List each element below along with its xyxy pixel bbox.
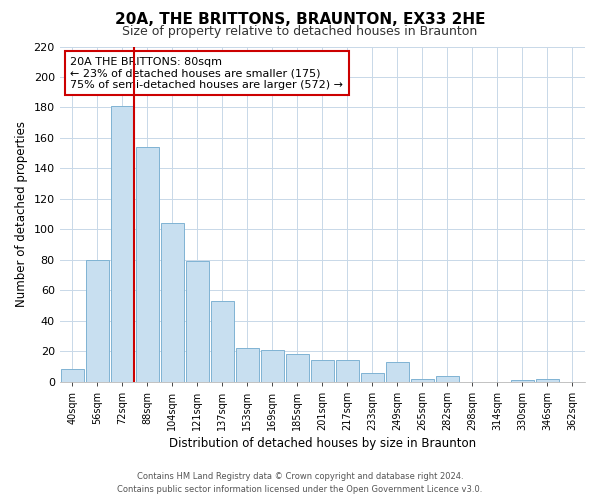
Y-axis label: Number of detached properties: Number of detached properties xyxy=(15,121,28,307)
Bar xyxy=(161,223,184,382)
Text: 20A, THE BRITTONS, BRAUNTON, EX33 2HE: 20A, THE BRITTONS, BRAUNTON, EX33 2HE xyxy=(115,12,485,28)
Bar xyxy=(536,378,559,382)
Text: Contains HM Land Registry data © Crown copyright and database right 2024.
Contai: Contains HM Land Registry data © Crown c… xyxy=(118,472,482,494)
Text: 20A THE BRITTONS: 80sqm
← 23% of detached houses are smaller (175)
75% of semi-d: 20A THE BRITTONS: 80sqm ← 23% of detache… xyxy=(70,56,343,90)
Text: Size of property relative to detached houses in Braunton: Size of property relative to detached ho… xyxy=(122,25,478,38)
Bar xyxy=(261,350,284,382)
Bar xyxy=(336,360,359,382)
Bar xyxy=(110,106,134,382)
Bar xyxy=(386,362,409,382)
Bar xyxy=(311,360,334,382)
Bar xyxy=(211,301,234,382)
Bar xyxy=(86,260,109,382)
Bar xyxy=(136,147,159,382)
Bar xyxy=(236,348,259,382)
Bar xyxy=(186,262,209,382)
X-axis label: Distribution of detached houses by size in Braunton: Distribution of detached houses by size … xyxy=(169,437,476,450)
Bar xyxy=(361,372,384,382)
Bar xyxy=(286,354,309,382)
Bar xyxy=(511,380,534,382)
Bar xyxy=(411,378,434,382)
Bar xyxy=(436,376,459,382)
Bar xyxy=(61,370,83,382)
